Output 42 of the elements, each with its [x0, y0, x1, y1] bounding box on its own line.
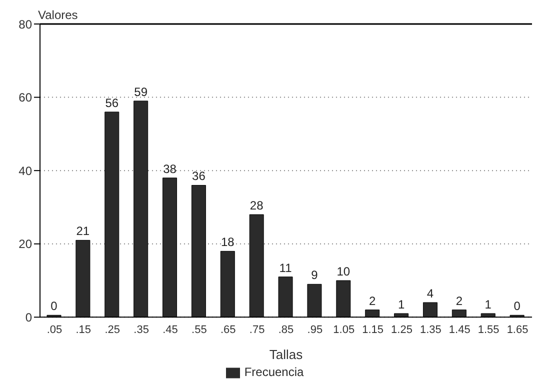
data-label: 56 — [105, 96, 119, 110]
x-tick-label: 1.15 — [362, 324, 384, 336]
data-label: 18 — [220, 235, 235, 250]
x-axis-title: Tallas — [269, 347, 304, 362]
data-label: 9 — [311, 268, 318, 282]
data-label: 28 — [250, 198, 264, 213]
x-tick-label: .45 — [162, 324, 178, 336]
x-tick-label: .15 — [76, 324, 92, 336]
y-tick-label: 0 — [25, 310, 32, 324]
data-label: 36 — [192, 169, 206, 184]
y-tick-label: 20 — [18, 237, 32, 252]
x-tick-label: .05 — [46, 324, 62, 336]
data-label: 2 — [456, 294, 463, 308]
y-tick-label: 60 — [18, 90, 32, 105]
data-label: 2 — [369, 294, 376, 308]
data-label: 21 — [76, 224, 90, 238]
legend-label: Frecuencia — [244, 365, 304, 380]
x-tick-label: 1.65 — [506, 324, 528, 336]
data-label: 11 — [279, 260, 292, 275]
y-tick-label: 80 — [18, 17, 32, 32]
x-tick-label: .75 — [249, 324, 265, 336]
data-label: 1 — [398, 298, 405, 312]
x-tick-label: 1.45 — [448, 324, 470, 336]
y-axis-title: Valores — [38, 8, 78, 22]
x-tick-label: 1.55 — [478, 324, 500, 336]
x-tick-label: .95 — [307, 324, 323, 336]
data-label: 38 — [163, 162, 177, 176]
data-label: 4 — [426, 286, 434, 301]
y-tick-label: 40 — [18, 164, 32, 178]
x-tick-label: 1.35 — [420, 324, 442, 336]
data-label: 10 — [336, 264, 350, 279]
x-tick-label: .65 — [220, 324, 236, 336]
x-tick-label: 1.25 — [391, 324, 412, 336]
x-tick-label: .25 — [104, 324, 120, 336]
x-tick-label: .85 — [278, 324, 294, 336]
x-tick-label: .35 — [134, 324, 149, 336]
x-tick-label: .55 — [192, 324, 207, 336]
data-label: 0 — [50, 299, 58, 314]
data-label: 1 — [484, 298, 492, 312]
data-label: 59 — [134, 84, 148, 99]
x-tick-label: 1.05 — [333, 324, 355, 336]
data-label: 0 — [514, 299, 521, 314]
